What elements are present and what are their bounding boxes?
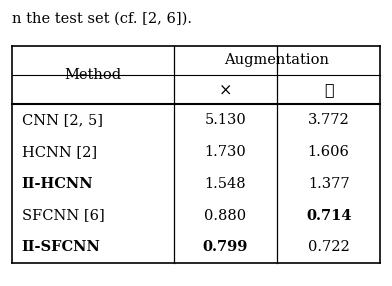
Text: CNN [2, 5]: CNN [2, 5] [22, 113, 103, 127]
Text: 1.377: 1.377 [308, 177, 349, 191]
Text: 1.730: 1.730 [205, 145, 246, 159]
Text: n the test set (cf. [2, 6]).: n the test set (cf. [2, 6]). [12, 11, 192, 25]
Text: 0.880: 0.880 [204, 208, 247, 223]
Text: 0.714: 0.714 [306, 208, 351, 223]
Text: 0.799: 0.799 [203, 240, 248, 254]
Text: Method: Method [64, 68, 122, 82]
Text: Augmentation: Augmentation [225, 53, 330, 67]
Text: ✓: ✓ [324, 81, 334, 98]
Text: 0.722: 0.722 [308, 240, 350, 254]
Text: II-HCNN: II-HCNN [22, 177, 93, 191]
Text: ×: × [219, 81, 232, 98]
Text: 5.130: 5.130 [205, 113, 246, 127]
Text: SFCNN [6]: SFCNN [6] [22, 208, 104, 223]
Text: HCNN [2]: HCNN [2] [22, 145, 97, 159]
Text: II-SFCNN: II-SFCNN [22, 240, 100, 254]
Text: 1.548: 1.548 [205, 177, 246, 191]
Text: 1.606: 1.606 [308, 145, 350, 159]
Text: 3.772: 3.772 [308, 113, 350, 127]
